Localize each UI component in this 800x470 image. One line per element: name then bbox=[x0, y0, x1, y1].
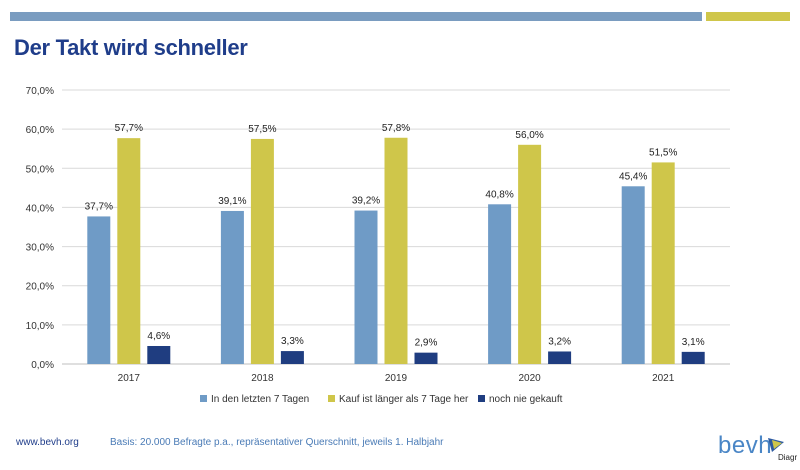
legend-label: Kauf ist länger als 7 Tage her bbox=[339, 394, 469, 405]
bar bbox=[414, 352, 438, 364]
data-label: 51,5% bbox=[649, 147, 677, 158]
bar bbox=[518, 144, 542, 364]
y-tick-label: 40,0% bbox=[26, 203, 54, 214]
data-label: 37,7% bbox=[85, 201, 113, 212]
y-tick-label: 0,0% bbox=[31, 360, 54, 371]
data-label: 2,9% bbox=[415, 338, 438, 349]
legend-swatch bbox=[328, 395, 335, 402]
bar bbox=[681, 351, 705, 364]
data-label: 3,1% bbox=[682, 337, 705, 348]
data-label: 39,2% bbox=[352, 196, 380, 207]
logo-subtext: Diagr bbox=[778, 453, 798, 462]
bar bbox=[384, 137, 408, 364]
flag-icon bbox=[768, 438, 784, 452]
bar bbox=[280, 351, 304, 364]
x-tick-label: 2019 bbox=[385, 373, 408, 384]
bar bbox=[117, 138, 141, 364]
data-label: 57,7% bbox=[115, 123, 143, 134]
data-label: 4,6% bbox=[147, 331, 170, 342]
data-label: 45,4% bbox=[619, 171, 647, 182]
top-accent-bar-olive bbox=[706, 12, 790, 21]
bar bbox=[488, 204, 512, 364]
footer-url[interactable]: www.bevh.org bbox=[16, 437, 79, 448]
page-title: Der Takt wird schneller bbox=[14, 35, 248, 60]
data-label: 3,2% bbox=[548, 336, 571, 347]
top-accent-bar-blue bbox=[10, 12, 702, 21]
bar bbox=[354, 210, 378, 364]
legend-swatch bbox=[200, 395, 207, 402]
bar bbox=[621, 186, 645, 364]
y-tick-label: 30,0% bbox=[26, 243, 54, 254]
data-label: 57,8% bbox=[382, 123, 410, 134]
x-tick-label: 2018 bbox=[251, 373, 274, 384]
data-label: 3,3% bbox=[281, 336, 304, 347]
bar bbox=[651, 162, 675, 364]
data-label: 40,8% bbox=[485, 189, 513, 200]
data-label: 56,0% bbox=[515, 130, 543, 141]
footer-basis-note: Basis: 20.000 Befragte p.a., repräsentat… bbox=[110, 437, 444, 448]
x-tick-label: 2021 bbox=[652, 373, 675, 384]
y-tick-label: 50,0% bbox=[26, 164, 54, 175]
y-tick-label: 70,0% bbox=[26, 86, 54, 97]
bar bbox=[250, 138, 274, 364]
y-tick-label: 60,0% bbox=[26, 125, 54, 136]
x-tick-label: 2017 bbox=[118, 373, 141, 384]
bar bbox=[548, 351, 572, 364]
bar-chart: 0,0% 10,0% 20,0% 30,0% 40,0% 50,0% 60,0% 70,0% 3… bbox=[26, 86, 730, 405]
legend-label: In den letzten 7 Tagen bbox=[211, 394, 309, 405]
data-label: 57,5% bbox=[248, 124, 276, 135]
bar bbox=[87, 216, 111, 364]
y-tick-label: 20,0% bbox=[26, 282, 54, 293]
bar bbox=[220, 210, 244, 364]
y-tick-label: 10,0% bbox=[26, 321, 54, 332]
data-label: 39,1% bbox=[218, 196, 246, 207]
x-tick-label: 2020 bbox=[518, 373, 541, 384]
bevh-logo: bevh bbox=[718, 432, 773, 459]
bar bbox=[147, 345, 171, 364]
legend-swatch bbox=[478, 395, 485, 402]
legend-label: noch nie gekauft bbox=[489, 394, 563, 405]
